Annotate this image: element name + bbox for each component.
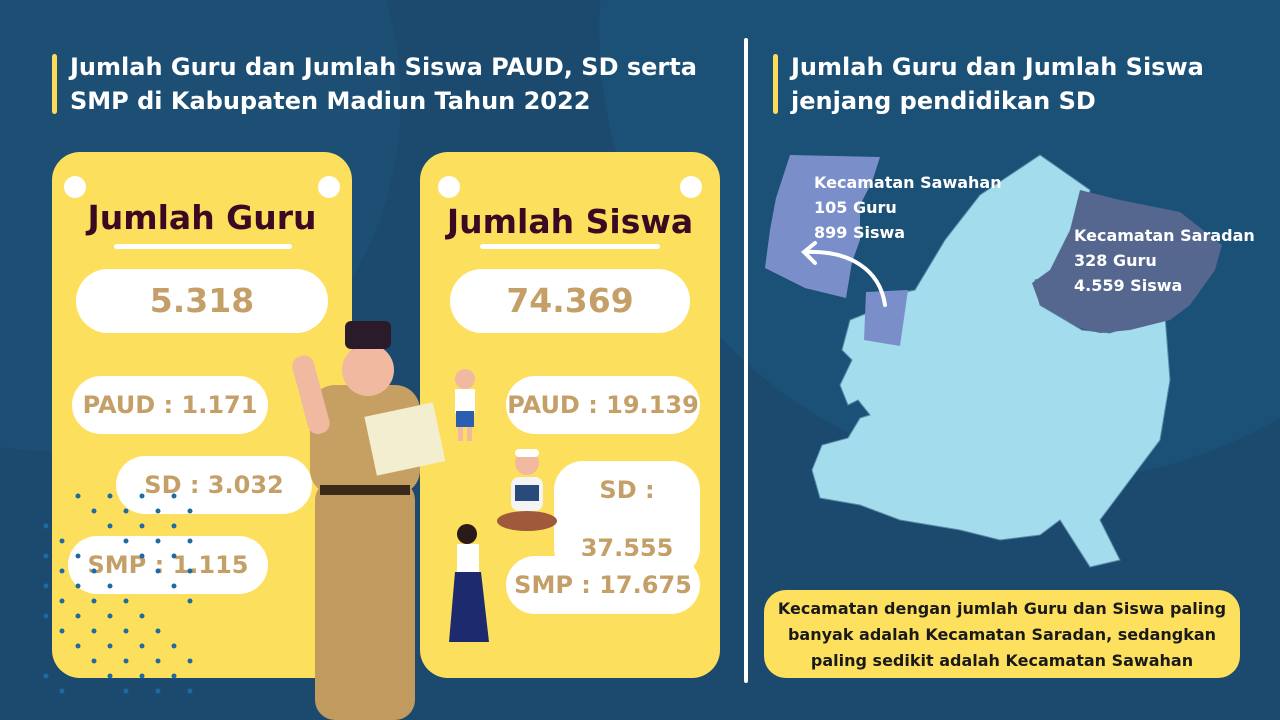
dot [187, 598, 193, 604]
dot [123, 508, 129, 514]
right-title: Jumlah Guru dan Jumlah Siswa jenjang pen… [773, 50, 1213, 118]
dot [91, 628, 97, 634]
underline [114, 244, 292, 249]
student-girl-illustration [449, 524, 489, 642]
dot [155, 658, 161, 664]
dot [43, 523, 49, 529]
dot [75, 553, 81, 559]
dot [91, 598, 97, 604]
dot [43, 583, 49, 589]
dot [139, 523, 145, 529]
dot [91, 568, 97, 574]
dot [171, 523, 177, 529]
siswa-smp: SMP : 17.675 [506, 556, 700, 614]
sawahan-name: Kecamatan Sawahan [814, 173, 1002, 192]
saradan-siswa: 4.559 Siswa [1074, 276, 1183, 295]
card-hole [680, 176, 702, 198]
dot [59, 568, 65, 574]
dot [75, 583, 81, 589]
dot [171, 493, 177, 499]
dot [155, 538, 161, 544]
dot [59, 628, 65, 634]
dot [171, 553, 177, 559]
card-hole [318, 176, 340, 198]
dot [139, 673, 145, 679]
dot [187, 658, 193, 664]
sawahan-guru: 105 Guru [814, 198, 897, 217]
dot [171, 583, 177, 589]
dot [75, 493, 81, 499]
dot [43, 613, 49, 619]
student-boy-illustration [455, 369, 475, 441]
guru-paud: PAUD : 1.171 [72, 376, 268, 434]
dot [107, 493, 113, 499]
dot [187, 568, 193, 574]
guru-card: Jumlah Guru 5.318 PAUD : 1.171 SD : 3.03… [52, 152, 352, 678]
dot [155, 628, 161, 634]
dot [107, 583, 113, 589]
dot [139, 613, 145, 619]
dot [155, 568, 161, 574]
card-hole [64, 176, 86, 198]
conclusion-note: Kecamatan dengan jumlah Guru dan Siswa p… [764, 590, 1240, 678]
dot [107, 643, 113, 649]
dot [187, 688, 193, 694]
dot [187, 508, 193, 514]
dot [123, 688, 129, 694]
map-region-sawahan [864, 290, 908, 346]
teacher-illustration [292, 321, 446, 720]
siswa-paud: PAUD : 19.139 [506, 376, 700, 434]
dot [187, 538, 193, 544]
dot [123, 658, 129, 664]
dot [107, 613, 113, 619]
dot [171, 673, 177, 679]
guru-total: 5.318 [76, 269, 328, 333]
arrow-head-icon [801, 241, 817, 265]
dot [139, 493, 145, 499]
dot [91, 658, 97, 664]
dot [59, 598, 65, 604]
dot [139, 553, 145, 559]
guru-smp: SMP : 1.115 [68, 536, 268, 594]
dot [123, 598, 129, 604]
map-region-sawahan-inset [765, 155, 880, 298]
left-title: Jumlah Guru dan Jumlah Siswa PAUD, SD se… [52, 50, 712, 118]
dot [75, 643, 81, 649]
dot [171, 643, 177, 649]
siswa-total: 74.369 [450, 269, 690, 333]
dot [43, 673, 49, 679]
sawahan-siswa: 899 Siswa [814, 223, 906, 242]
dot [107, 673, 113, 679]
dot [123, 628, 129, 634]
dot [155, 688, 161, 694]
saradan-guru: 328 Guru [1074, 251, 1157, 270]
dot [75, 613, 81, 619]
arrow-icon [803, 249, 887, 307]
student-reading-illustration [497, 449, 557, 531]
dot [123, 538, 129, 544]
saradan-name: Kecamatan Saradan [1074, 226, 1255, 245]
dot [91, 508, 97, 514]
dot [43, 553, 49, 559]
card-hole [438, 176, 460, 198]
guru-heading: Jumlah Guru [87, 198, 317, 237]
saradan-label: Kecamatan Saradan 328 Guru 4.559 Siswa [1074, 223, 1255, 298]
dots-decoration [43, 493, 193, 694]
dot [59, 538, 65, 544]
sawahan-label: Kecamatan Sawahan 105 Guru 899 Siswa [814, 170, 1002, 245]
guru-sd: SD : 3.032 [116, 456, 312, 514]
siswa-heading: Jumlah Siswa [446, 202, 694, 241]
map-region-saradan [1032, 190, 1222, 333]
dot [139, 643, 145, 649]
divider [744, 38, 748, 683]
underline [480, 244, 660, 249]
dot [59, 688, 65, 694]
dot [107, 523, 113, 529]
dot [155, 508, 161, 514]
